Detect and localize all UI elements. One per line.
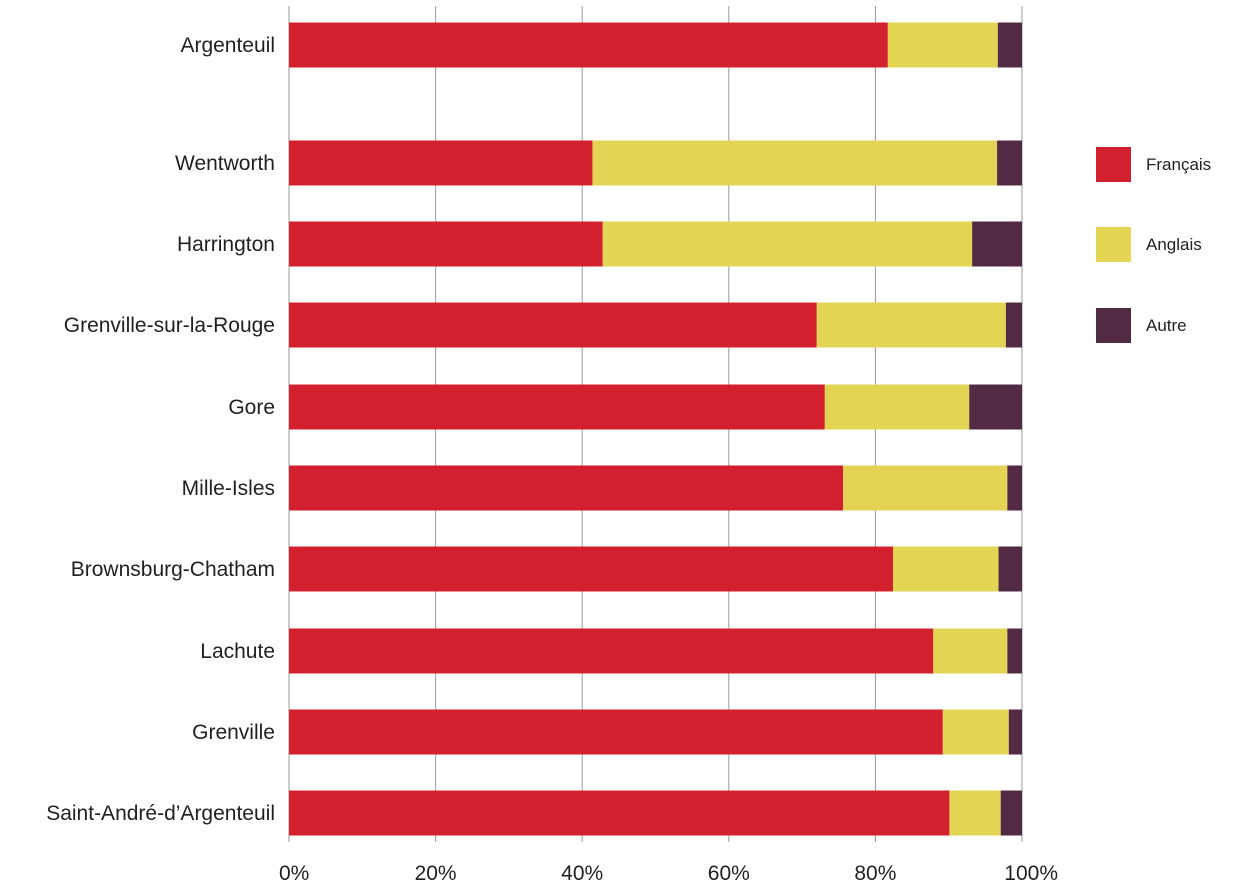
bar-segment-francais [289,140,593,186]
category-label: Saint-André-d’Argenteuil [46,802,275,825]
bar-segment-francais [289,384,825,430]
bar-segment-francais [289,221,603,267]
category-label: Grenville [192,721,275,744]
bar-segment-anglais [949,790,1001,836]
legend-swatch [1096,147,1131,182]
legend-swatch [1096,308,1131,343]
bar-segment-anglais [824,384,970,430]
legend: Français Anglais Autre [1096,147,1211,343]
x-tick-label: 80% [854,862,896,885]
bar-segment-anglais [592,140,998,186]
bar-segment-anglais [816,302,1006,348]
bar-segment-francais [289,790,950,836]
x-tick-label: 60% [708,862,750,885]
bar-segment-francais [289,709,943,755]
bar-segment-francais [289,302,817,348]
legend-label: Anglais [1146,235,1202,254]
bar-segment-anglais [942,709,1009,755]
bar-segment-autre [972,221,1022,267]
category-labels: Argenteuil Wentworth Harrington Grenville-s… [46,34,275,825]
category-label: Gore [228,396,275,419]
legend-label: Français [1146,155,1211,174]
x-tick-label: 20% [415,862,457,885]
bars [289,22,1022,836]
bar-segment-francais [289,546,893,592]
legend-label: Autre [1146,316,1187,335]
x-tick-label: 100% [1004,862,1058,885]
bar-segment-anglais [892,546,999,592]
bar-segment-francais [289,465,844,511]
bar-segment-francais [289,22,888,68]
bar-segment-autre [997,140,1022,186]
bar-segment-autre [998,546,1022,592]
bar-segment-anglais [933,628,1008,674]
category-label: Lachute [200,640,275,663]
x-tick-label: 0% [279,862,309,885]
bar-segment-francais [289,628,934,674]
bar-segment-autre [969,384,1022,430]
bar-segment-autre [1008,709,1022,755]
category-label: Argenteuil [180,34,275,57]
bar-segment-autre [997,22,1022,68]
bar-segment-autre [1000,790,1022,836]
legend-swatch [1096,227,1131,262]
x-tick-labels: 0% 20% 40% 60% 80% 100% [279,862,1058,885]
category-label: Harrington [177,233,275,256]
category-label: Wentworth [175,152,275,175]
bar-segment-anglais [843,465,1008,511]
bar-segment-anglais [887,22,998,68]
bar-segment-autre [1007,465,1022,511]
bar-segment-autre [1005,302,1022,348]
bar-segment-autre [1007,628,1022,674]
category-label: Mille-Isles [182,477,275,500]
category-label: Grenville-sur-la-Rouge [64,314,275,337]
bar-segment-anglais [602,221,973,267]
x-tick-label: 40% [561,862,603,885]
category-label: Brownsburg-Chatham [71,558,275,581]
